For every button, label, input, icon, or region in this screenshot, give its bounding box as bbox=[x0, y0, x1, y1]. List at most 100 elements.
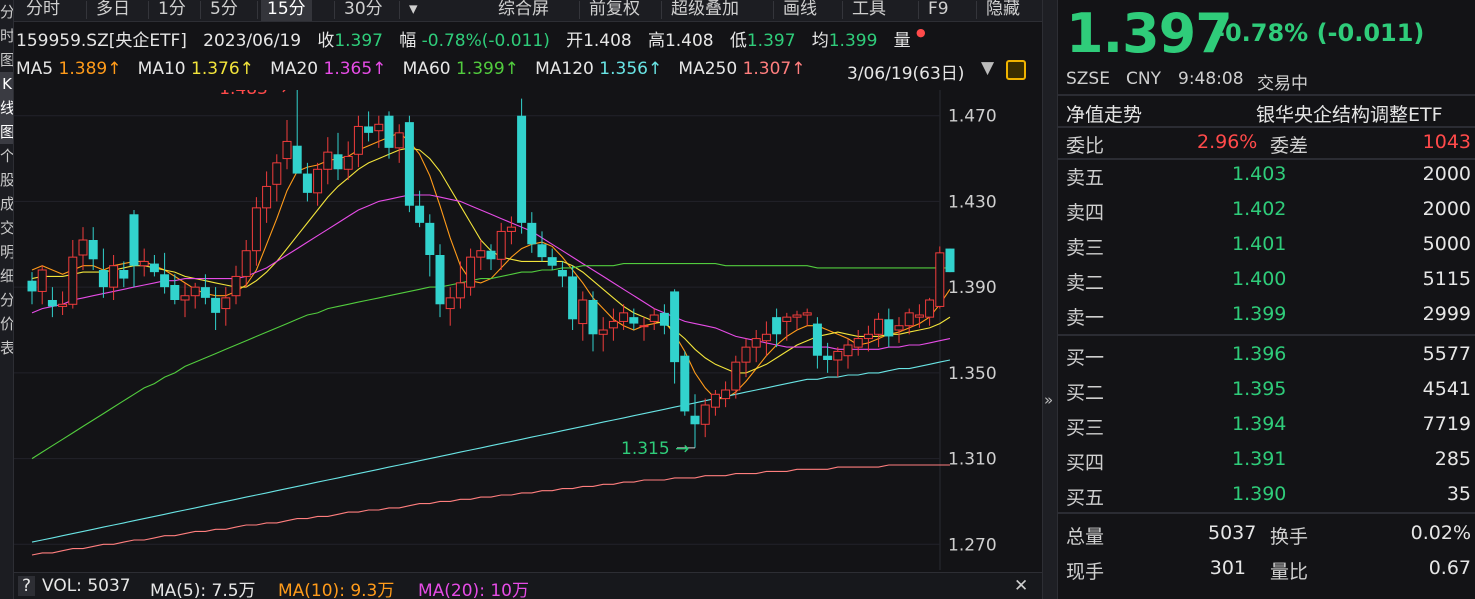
candle bbox=[751, 330, 761, 363]
stat-label-2: 量比 bbox=[1270, 561, 1309, 583]
view-strip-char[interactable]: 成 bbox=[0, 195, 14, 213]
candle-body bbox=[833, 350, 843, 361]
tab-5[interactable]: 15分 bbox=[261, 0, 312, 21]
candle-body bbox=[588, 300, 598, 335]
tab-11[interactable]: 画线 bbox=[783, 0, 817, 19]
candle bbox=[455, 261, 465, 309]
bid-level-row[interactable]: 买五 1.390 35 bbox=[1058, 480, 1471, 510]
candle-body bbox=[721, 389, 731, 400]
ask-level-row[interactable]: 卖一 1.399 2999 bbox=[1058, 300, 1471, 330]
candle bbox=[58, 291, 68, 315]
level-label: 卖二 bbox=[1066, 272, 1105, 294]
bid-level-row[interactable]: 买一 1.396 5577 bbox=[1058, 340, 1471, 370]
candle-body bbox=[262, 185, 272, 209]
y-tick-label: 1.350 bbox=[948, 364, 997, 384]
tab-8[interactable]: 综合屏 bbox=[498, 0, 549, 19]
tab-6[interactable]: 30分 bbox=[344, 0, 383, 19]
view-strip-char[interactable]: 个 bbox=[0, 147, 14, 165]
candle bbox=[129, 210, 139, 288]
ask-level-row[interactable]: 卖四 1.402 2000 bbox=[1058, 195, 1471, 225]
ma-legend-row: MA5 1.389↑ MA10 1.376↑ MA20 1.365↑ MA60 … bbox=[16, 59, 806, 79]
view-strip-char[interactable]: 时 bbox=[0, 27, 14, 45]
tab-4[interactable]: 5分 bbox=[210, 0, 238, 19]
view-strip-char[interactable]: 图 bbox=[0, 120, 13, 144]
bid-level-row[interactable]: 买四 1.391 285 bbox=[1058, 445, 1471, 475]
candle-body bbox=[863, 333, 873, 340]
expand-chevron-icon[interactable]: » bbox=[1044, 391, 1054, 409]
ask-level-row[interactable]: 卖二 1.400 5115 bbox=[1058, 265, 1471, 295]
tab-10[interactable]: 超级叠加 bbox=[671, 0, 739, 19]
tab-13[interactable]: F9 bbox=[928, 0, 949, 19]
tab-2[interactable]: 多日 bbox=[96, 0, 130, 19]
tab-1[interactable]: 分时 bbox=[26, 0, 60, 19]
volume-ma5: MA(5): 7.5万 bbox=[150, 581, 256, 599]
ma20-line bbox=[31, 194, 951, 350]
candle-body bbox=[292, 145, 302, 174]
candle-body bbox=[506, 226, 516, 232]
candle bbox=[619, 304, 629, 330]
bid-level-row[interactable]: 买三 1.394 7719 bbox=[1058, 410, 1471, 440]
view-strip-char[interactable]: 股 bbox=[0, 171, 14, 189]
stat-value-2: 0.02% bbox=[1410, 522, 1471, 544]
view-strip-char[interactable]: 交 bbox=[0, 219, 14, 237]
high-label: 高 bbox=[647, 31, 665, 51]
nav-trend-link[interactable]: 净值走势 bbox=[1066, 104, 1143, 126]
candle-body bbox=[200, 287, 210, 298]
candle-body bbox=[710, 393, 720, 408]
candle bbox=[364, 111, 374, 142]
tab-7[interactable]: ▾ bbox=[409, 0, 418, 19]
ma250-line bbox=[31, 464, 950, 556]
candle bbox=[670, 289, 680, 384]
lock-icon[interactable] bbox=[1006, 60, 1026, 80]
stat-value: 301 bbox=[1209, 557, 1246, 579]
ask-level-row[interactable]: 卖三 1.401 5000 bbox=[1058, 230, 1471, 260]
view-strip-char[interactable]: 价 bbox=[0, 315, 14, 333]
candle bbox=[812, 317, 822, 369]
view-strip-char[interactable]: 分 bbox=[0, 291, 14, 309]
candle-body bbox=[670, 291, 680, 363]
view-strip-char[interactable]: 明 bbox=[0, 243, 14, 261]
candle bbox=[149, 255, 159, 277]
candle bbox=[578, 291, 588, 341]
candlestick-chart[interactable]: 1.483 → 1.315 → 1.470 1.430 1.390 1.350 1.310… bbox=[14, 90, 1042, 570]
view-strip-char[interactable]: 分 bbox=[0, 3, 14, 21]
candle bbox=[47, 287, 57, 318]
candle-body bbox=[37, 269, 47, 292]
candle-body bbox=[353, 125, 363, 155]
bid-level-row[interactable]: 买二 1.395 4541 bbox=[1058, 375, 1471, 405]
stat-row: 现手 301 量比 0.67 bbox=[1058, 554, 1471, 584]
ask-level-row[interactable]: 卖五 1.403 2000 bbox=[1058, 160, 1471, 190]
candle-body bbox=[782, 316, 792, 322]
candle-body bbox=[935, 252, 945, 307]
tab-14[interactable]: 隐藏 bbox=[986, 0, 1020, 19]
candle-body bbox=[527, 222, 537, 245]
candle bbox=[170, 274, 180, 305]
candle-body bbox=[119, 270, 129, 279]
candle-body bbox=[445, 297, 455, 310]
range-dropdown-icon[interactable]: ▼ bbox=[981, 58, 995, 78]
help-icon[interactable]: ? bbox=[18, 576, 36, 596]
view-strip-char[interactable]: 表 bbox=[0, 339, 14, 357]
tab-3[interactable]: 1分 bbox=[158, 0, 186, 19]
candle-body bbox=[323, 151, 333, 170]
candle bbox=[160, 252, 170, 294]
candle-body bbox=[741, 346, 751, 363]
view-strip-char[interactable]: 图 bbox=[0, 51, 14, 69]
view-strip-char[interactable]: 线 bbox=[0, 96, 13, 120]
tab-separator bbox=[148, 1, 149, 19]
level-volume: 7719 bbox=[1422, 413, 1471, 435]
tab-12[interactable]: 工具 bbox=[852, 0, 886, 19]
last-price: 1.397 bbox=[1066, 2, 1233, 65]
low-label: 低 bbox=[729, 31, 747, 51]
view-strip-char[interactable]: K bbox=[0, 72, 13, 96]
candle-body bbox=[282, 140, 292, 160]
y-tick-label: 1.270 bbox=[948, 535, 997, 555]
level-label: 买二 bbox=[1066, 382, 1105, 404]
panel-collapse-handle[interactable]: » bbox=[1042, 0, 1058, 599]
view-strip-char[interactable]: 细 bbox=[0, 267, 14, 285]
close-volume-icon[interactable]: ✕ bbox=[1014, 576, 1029, 596]
candle-body bbox=[904, 312, 914, 327]
stat-value-2: 0.67 bbox=[1428, 557, 1471, 579]
candle bbox=[251, 197, 261, 266]
tab-9[interactable]: 前复权 bbox=[589, 0, 640, 19]
